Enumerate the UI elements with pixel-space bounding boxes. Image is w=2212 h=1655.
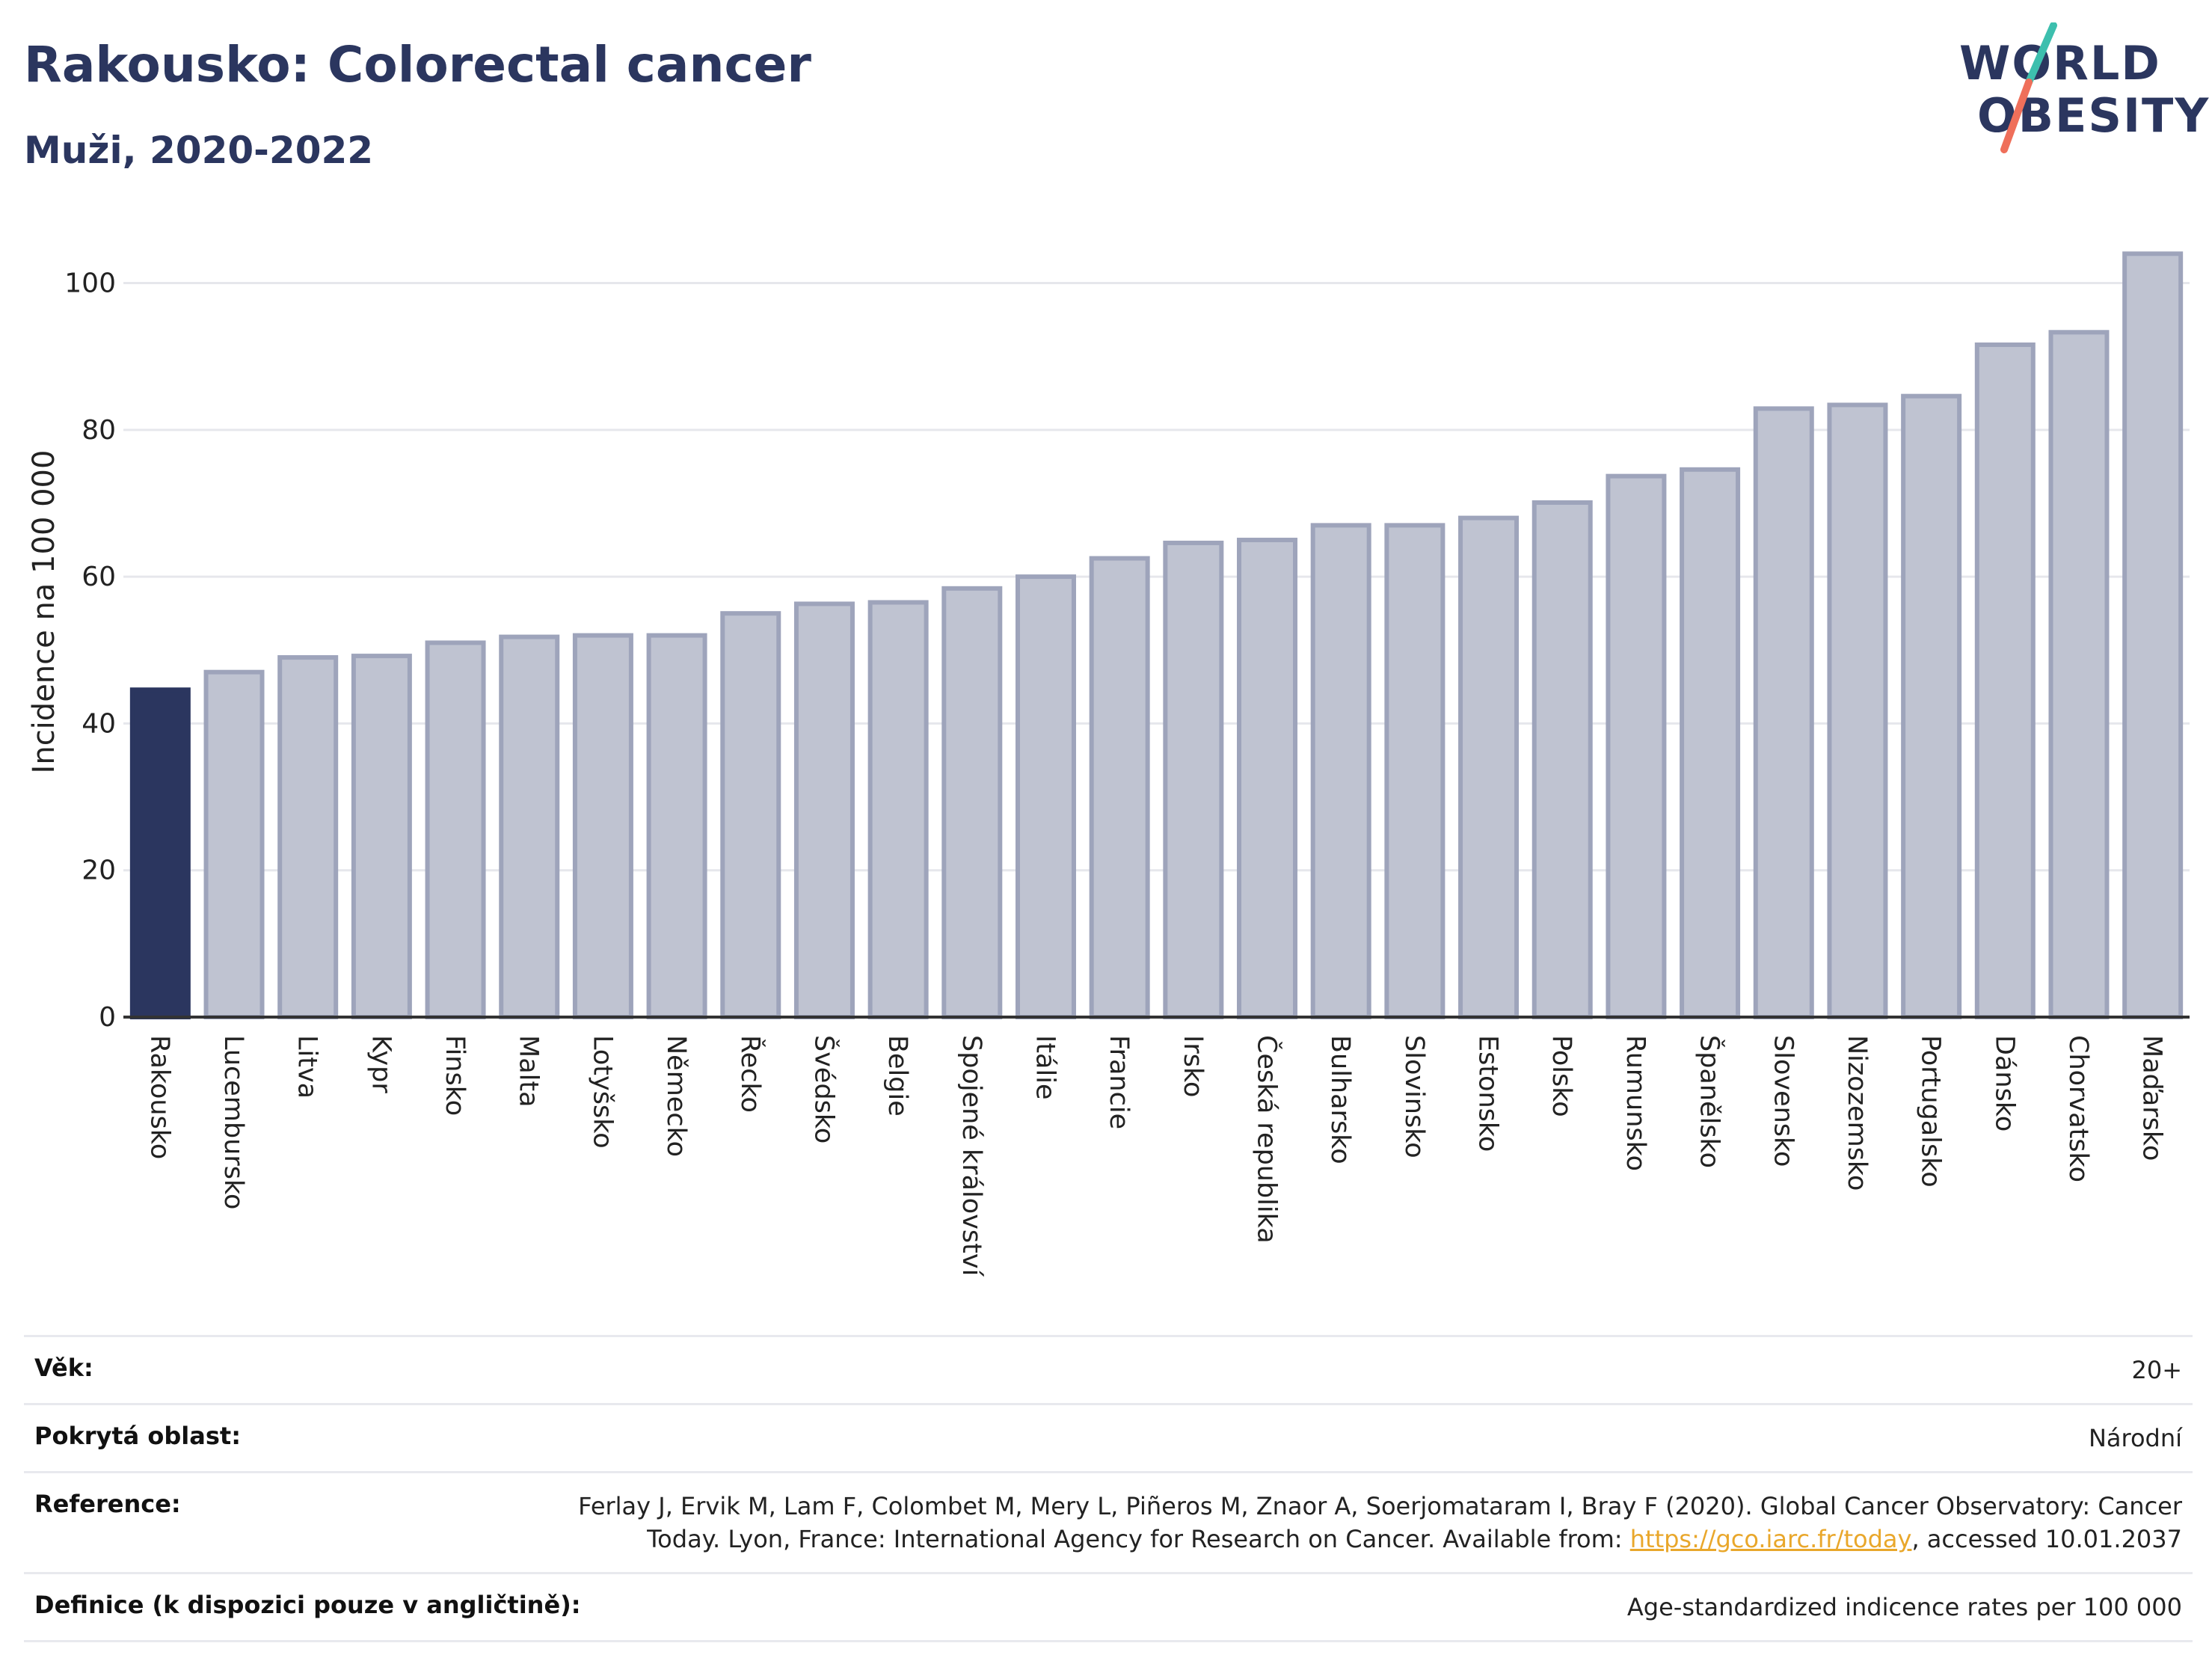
bar-spojené-království (941, 586, 1003, 1019)
x-tick-label: Kypr (366, 1035, 396, 1093)
bar-chorvatsko (2048, 330, 2110, 1019)
x-tick-label: Česká republika (1252, 1035, 1283, 1244)
bar-slovensko (1753, 406, 1814, 1019)
bar-malta (499, 634, 560, 1019)
bar-kypr (351, 654, 412, 1019)
reference-text: Ferlay J, Ervik M, Lam F, Colombet M, Me… (578, 1492, 2182, 1553)
y-tick-label: 40 (82, 708, 116, 739)
bar-irsko (1163, 540, 1224, 1019)
x-tick-label: Dánsko (1989, 1035, 2019, 1132)
x-tick-label: Bulharsko (1325, 1035, 1355, 1164)
meta-row-area: Pokrytá oblast: Národní (24, 1403, 2193, 1471)
bar-finsko (425, 640, 486, 1019)
x-tick-label: Chorvatsko (2063, 1035, 2093, 1182)
x-tick-label: Lucembursko (218, 1035, 248, 1209)
bar-řecko (720, 611, 781, 1019)
bar-belgie (867, 600, 929, 1019)
meta-key-reference: Reference: (34, 1490, 181, 1518)
logo-text-world: WORLD (1959, 36, 2161, 90)
bar-dánsko (1974, 342, 2036, 1019)
meta-value-area: Národní (2088, 1424, 2182, 1452)
x-tick-label: Maďarsko (2137, 1035, 2167, 1161)
x-tick-label: Irsko (1178, 1035, 1208, 1097)
x-tick-label: Slovinsko (1399, 1035, 1429, 1158)
x-tick-label: Lotyšsko (587, 1035, 617, 1149)
meta-value-definition: Age-standardized indicence rates per 100… (1626, 1593, 2182, 1621)
bar-slovinsko (1384, 523, 1446, 1019)
reference-accessed: , accessed 10.01.2037 (1911, 1525, 2182, 1553)
bar-maďarsko (2122, 251, 2184, 1019)
x-tick-label: Řecko (735, 1035, 766, 1113)
y-tick-label: 80 (82, 415, 116, 446)
meta-row-age: Věk: 20+ (24, 1335, 2193, 1403)
bar-estonsko (1458, 515, 1520, 1019)
x-tick-label: Francie (1104, 1035, 1134, 1129)
bar-chart: 0 20 40 60 80 100 Rakousko Lucembursko Litva Kypr… (27, 251, 2190, 1277)
x-tick-label: Finsko (440, 1035, 470, 1116)
bar-francie (1089, 556, 1150, 1019)
y-tick-label: 100 (64, 268, 116, 299)
meta-value-reference: Ferlay J, Ervik M, Lam F, Colombet M, Me… (537, 1490, 2182, 1556)
logo-slash-icon (2000, 22, 2057, 153)
x-tick-label: Rumunsko (1620, 1035, 1650, 1171)
meta-key-area: Pokrytá oblast: (34, 1422, 241, 1450)
x-tick-label: Litva (292, 1035, 322, 1099)
bars (129, 251, 2184, 1020)
x-tick-label: Nizozemsko (1842, 1035, 1872, 1191)
meta-row-reference: Reference: Ferlay J, Ervik M, Lam F, Col… (24, 1471, 2193, 1572)
reference-link[interactable]: https://gco.iarc.fr/today (1629, 1525, 1912, 1553)
page-subtitle: Muži, 2020-2022 (24, 129, 374, 172)
world-obesity-logo: WORLD OBESITY (1952, 22, 2208, 157)
x-tick-label: Spojené království (956, 1035, 986, 1277)
y-tick-label: 0 (99, 1002, 116, 1033)
x-tick-label: Slovensko (1768, 1035, 1798, 1167)
x-tick-label: Švédsko (808, 1035, 840, 1143)
bar-litva (277, 655, 339, 1020)
meta-key-definition: Definice (k dispozici pouze v angličtině… (34, 1591, 581, 1619)
meta-row-definition: Definice (k dispozici pouze v angličtině… (24, 1572, 2193, 1642)
x-tick-label: Portugalsko (1916, 1035, 1946, 1188)
bar-itálie (1015, 574, 1076, 1019)
x-tick-label: Malta (514, 1035, 544, 1108)
bar-rumunsko (1606, 473, 1667, 1019)
bar-španělsko (1680, 467, 1741, 1019)
bar-německo (646, 633, 707, 1019)
y-tick-label: 20 (82, 856, 116, 886)
meta-key-age: Věk: (34, 1354, 93, 1382)
bar-lucembursko (203, 669, 265, 1019)
y-axis-label: Incidence na 100 000 (27, 450, 61, 774)
bar-lotyšsko (572, 633, 633, 1019)
x-tick-label: Itálie (1030, 1035, 1060, 1099)
metadata-table: Věk: 20+ Pokrytá oblast: Národní Referen… (24, 1335, 2193, 1642)
bar-bulharsko (1310, 523, 1371, 1019)
bar-česká-republika (1237, 538, 1298, 1019)
x-tick-label: Estonsko (1473, 1035, 1503, 1152)
x-tick-label: Polsko (1546, 1035, 1576, 1117)
bar-portugalsko (1901, 393, 1962, 1019)
x-tick-label: Belgie (882, 1035, 912, 1117)
labels: 0 20 40 60 80 100 Rakousko Lucembursko Litva Kypr… (64, 268, 2166, 1277)
x-tick-label: Německo (661, 1035, 691, 1157)
page-title: Rakousko: Colorectal cancer (24, 36, 811, 93)
bar-švédsko (793, 601, 855, 1019)
bar-nizozemsko (1827, 402, 1888, 1019)
bar-polsko (1531, 500, 1593, 1019)
bar-rakousko (129, 687, 191, 1020)
x-tick-label: Rakousko (144, 1035, 174, 1159)
y-tick-label: 60 (82, 562, 116, 592)
meta-value-age: 20+ (2131, 1356, 2182, 1384)
x-tick-label: Španělsko (1695, 1035, 1726, 1168)
